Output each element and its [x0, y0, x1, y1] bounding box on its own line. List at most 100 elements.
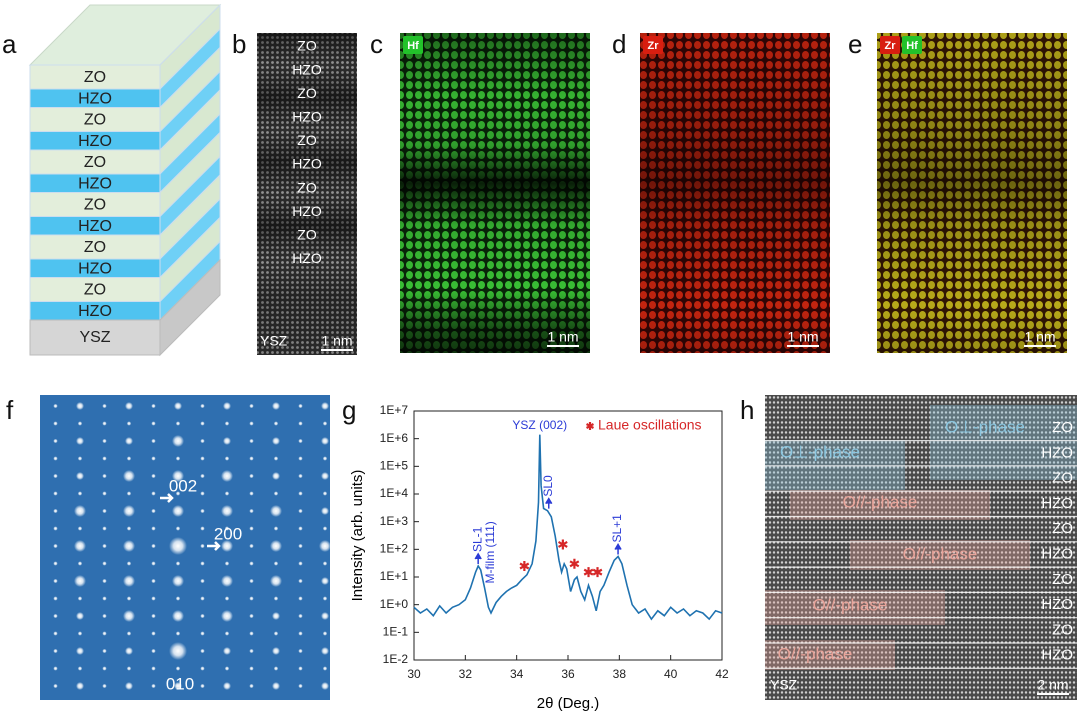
spot [76, 472, 84, 480]
spot [175, 491, 181, 496]
layer-label: ZO [1052, 621, 1073, 638]
spot [249, 421, 254, 426]
spot [322, 561, 328, 566]
laue-marker [519, 560, 530, 571]
spot [224, 561, 230, 566]
layer-label: HZO [1041, 596, 1073, 613]
spot [298, 456, 303, 461]
spot [77, 491, 83, 496]
spot [321, 437, 329, 445]
eds-shade [877, 33, 1067, 353]
element-tag [403, 36, 423, 54]
spot [249, 473, 254, 479]
spot [175, 526, 181, 531]
spot [125, 647, 133, 655]
spot [200, 543, 205, 549]
spot [53, 473, 58, 479]
spot [321, 647, 329, 655]
spot [74, 540, 86, 552]
spot [273, 456, 279, 461]
y-tick-label: 1E-1 [383, 625, 409, 639]
spot [102, 631, 107, 636]
element-tag [880, 36, 900, 54]
spot [77, 631, 83, 636]
spot [102, 543, 107, 549]
spot [224, 596, 230, 601]
stack-layer [29, 277, 161, 302]
x-axis-label: 2θ (Deg.) [537, 695, 600, 712]
substrate-label: YSZ [260, 333, 288, 349]
spot [102, 613, 107, 619]
phase-region [765, 640, 895, 670]
layer-label: HZO [78, 260, 112, 277]
spot [221, 470, 233, 482]
spot [200, 456, 205, 461]
spot [322, 526, 328, 531]
spot [270, 505, 282, 517]
spot [102, 508, 107, 514]
layer-label: HZO [78, 218, 112, 235]
x-tick-label: 30 [407, 667, 421, 681]
spot [249, 683, 254, 689]
panel-label: h [740, 395, 754, 425]
spot [298, 631, 303, 636]
layer-label: HZO [292, 109, 322, 125]
spot [102, 683, 107, 689]
spot [151, 613, 156, 619]
layer-label: HZO [292, 203, 322, 219]
y-tick-label: 1E+7 [380, 403, 409, 417]
spot [298, 613, 303, 619]
spot [200, 473, 205, 479]
spot [298, 473, 303, 479]
spot [74, 575, 86, 587]
y-tick-label: 1E+0 [380, 597, 409, 611]
substrate [29, 319, 161, 356]
spot [53, 491, 58, 496]
layer-label: ZO [297, 227, 317, 243]
spot [200, 421, 205, 426]
spot [321, 507, 329, 515]
spot [249, 561, 254, 566]
layer-label: ZO [297, 85, 317, 101]
layer-label: ZO [84, 239, 106, 256]
phase-region [790, 490, 990, 520]
spot [123, 610, 135, 622]
spot [53, 666, 58, 671]
spot [175, 666, 181, 671]
x-tick-label: 40 [664, 667, 678, 681]
scale-label: 2 nm [1037, 677, 1068, 693]
element-tag [643, 36, 663, 54]
spot [123, 575, 135, 587]
spot [102, 403, 107, 409]
spot [151, 473, 156, 479]
spot [319, 540, 331, 552]
substrate-label: YSZ [79, 329, 110, 346]
spot [272, 472, 280, 480]
layer-label: HZO [292, 156, 322, 172]
phase-region [930, 405, 1077, 480]
spot [249, 526, 254, 531]
spot [172, 435, 184, 447]
spot [249, 613, 254, 619]
layer-label: ZO [84, 197, 106, 214]
spot [221, 540, 233, 552]
spot [102, 421, 107, 426]
spot [53, 508, 58, 514]
spot [298, 596, 303, 601]
spot [53, 596, 58, 601]
spot [125, 402, 133, 410]
spot [200, 648, 205, 654]
spot [77, 596, 83, 601]
phase-label: O⊥-phase [780, 442, 860, 461]
spot [77, 561, 83, 566]
spot [200, 683, 205, 689]
spot [249, 648, 254, 654]
eds-shade [640, 33, 830, 353]
scale-label: 1 nm [1024, 329, 1055, 345]
layer-label: ZO [1052, 571, 1073, 588]
spot [273, 526, 279, 531]
spot [151, 491, 156, 496]
spot [76, 437, 84, 445]
spot [200, 578, 205, 584]
spot [53, 631, 58, 636]
